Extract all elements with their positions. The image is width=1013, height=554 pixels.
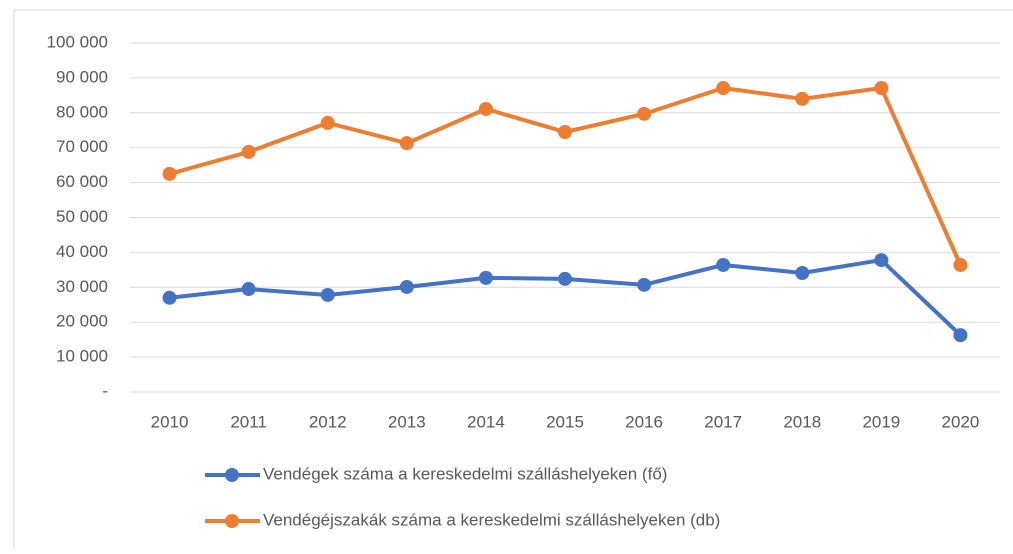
data-point	[716, 81, 731, 96]
data-point	[637, 277, 652, 292]
data-point	[399, 136, 414, 151]
y-tick-label: 70 000	[56, 137, 108, 156]
data-point	[241, 144, 256, 159]
x-tick-label: 2017	[704, 412, 742, 431]
data-point	[320, 287, 335, 302]
y-tick-label: 80 000	[56, 102, 108, 121]
x-tick-label: 2020	[942, 412, 980, 431]
y-tick-label: 30 000	[56, 277, 108, 296]
data-point	[874, 253, 889, 268]
data-point	[399, 279, 414, 294]
data-point	[558, 271, 572, 286]
legend-label: Vendégéjszakák száma a kereskedelmi szál…	[263, 510, 720, 529]
y-tick-label: 10 000	[56, 347, 108, 366]
data-point	[320, 115, 335, 130]
series-line	[169, 258, 962, 337]
x-tick-label: 2014	[467, 412, 505, 431]
data-point	[874, 81, 889, 96]
legend-label: Vendégek száma a kereskedelmi szálláshel…	[263, 464, 667, 483]
data-point	[241, 282, 256, 297]
data-point	[478, 270, 493, 285]
legend-marker	[225, 514, 239, 528]
data-point	[953, 257, 968, 272]
x-tick-label: 2018	[783, 412, 821, 431]
x-tick-label: 2019	[862, 412, 900, 431]
data-point	[795, 265, 810, 280]
y-tick-label: 90 000	[56, 67, 108, 86]
x-tick-label: 2015	[546, 412, 584, 431]
data-point	[795, 91, 810, 106]
data-point	[162, 166, 177, 181]
data-point	[162, 290, 177, 305]
x-tick-label: 2011	[230, 412, 267, 431]
data-point	[953, 328, 968, 343]
x-tick-label: 2012	[309, 412, 347, 431]
x-tick-label: 2016	[625, 412, 663, 431]
x-tick-label: 2013	[388, 412, 426, 431]
data-point	[558, 124, 572, 139]
series-line	[169, 86, 963, 266]
y-tick-label: 20 000	[56, 312, 108, 331]
y-tick-label: 100 000	[47, 32, 108, 51]
legend-marker	[225, 468, 239, 482]
data-point	[716, 257, 731, 272]
chart-frame	[13, 9, 1013, 554]
y-tick-label: -	[102, 381, 108, 400]
y-tick-label: 50 000	[56, 207, 108, 226]
y-tick-label: 60 000	[56, 172, 108, 191]
x-tick-label: 2010	[151, 412, 189, 431]
y-tick-label: 40 000	[56, 242, 108, 261]
data-point	[478, 101, 493, 116]
data-point	[637, 106, 652, 121]
